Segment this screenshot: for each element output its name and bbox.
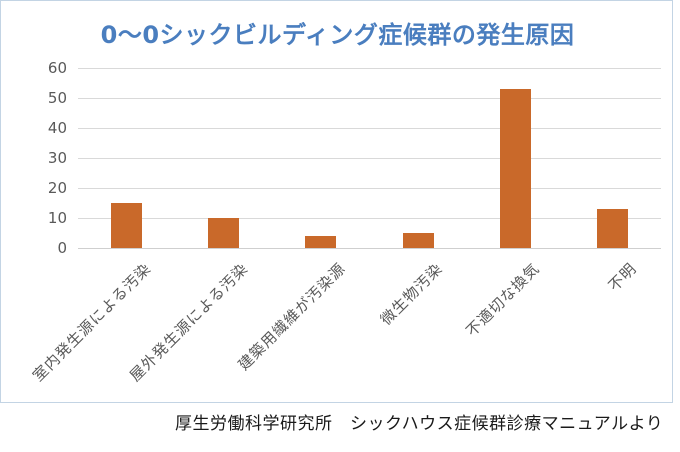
- bar-6: [596, 209, 628, 248]
- gridline: [78, 68, 661, 69]
- chart-container: 0～0シックビルディング症候群の発生原因 0 10 20 30 40 50 60 室内発生源に…: [0, 0, 673, 403]
- y-tick-label: 10: [47, 209, 67, 227]
- y-tick-label: 40: [47, 119, 67, 137]
- bar-5: [499, 89, 531, 248]
- y-tick-label: 0: [57, 239, 67, 257]
- source-caption: 厚生労働科学研究所 シックハウス症候群診療マニュアルより: [175, 414, 664, 434]
- x-category-label: 不適切な換気: [462, 259, 544, 341]
- gridline: [78, 98, 661, 99]
- bar-2: [208, 218, 240, 248]
- y-tick-label: 20: [47, 179, 67, 197]
- gridline: [78, 128, 661, 129]
- y-tick-label: 60: [47, 59, 67, 77]
- bar-1: [111, 203, 143, 248]
- y-tick-label: 50: [47, 89, 67, 107]
- x-category-label: 建築用繊維が汚染源: [234, 259, 350, 374]
- y-tick-label: 30: [47, 149, 67, 167]
- x-category-label: 不明: [605, 259, 641, 295]
- bar-4: [402, 233, 434, 248]
- chart-title: 0～0シックビルディング症候群の発生原因: [100, 21, 575, 49]
- x-category-label: 微生物汚染: [376, 259, 447, 329]
- gridline: [78, 218, 661, 219]
- gridline: [78, 188, 661, 189]
- gridline: [78, 158, 661, 159]
- x-axis-line: [78, 248, 661, 249]
- bar-3: [305, 236, 337, 248]
